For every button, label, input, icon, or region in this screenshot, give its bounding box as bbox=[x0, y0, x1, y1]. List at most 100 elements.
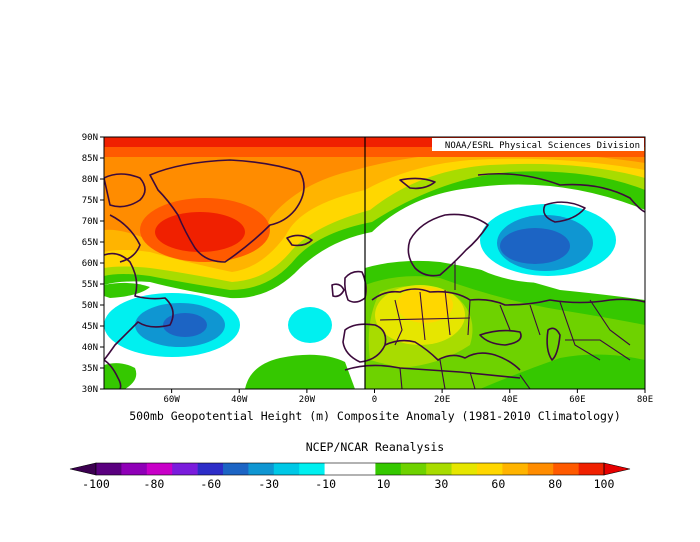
lat-label: 45N bbox=[82, 322, 98, 332]
credit-box bbox=[432, 138, 644, 151]
colorbar-tick-label: 60 bbox=[491, 477, 505, 491]
colorbar-swatch bbox=[299, 463, 325, 475]
border-9 bbox=[589, 299, 631, 346]
border-2 bbox=[419, 291, 426, 341]
colorbar-under-arrow bbox=[69, 462, 97, 476]
lon-label: 20E bbox=[434, 395, 450, 405]
field-title: 500mb Geopotential Height (m) Composite … bbox=[129, 409, 621, 423]
colorbar-tick-label: -100 bbox=[82, 477, 110, 491]
colorbar-swatch bbox=[248, 463, 275, 475]
colorbar-swatch bbox=[375, 463, 402, 475]
contour-100-greenland bbox=[155, 212, 245, 252]
colorbar-frame bbox=[95, 462, 605, 476]
source-label: NCEP/NCAR Reanalysis bbox=[306, 440, 444, 454]
lon-label: 60W bbox=[163, 395, 180, 405]
lat-label: 85N bbox=[82, 154, 98, 164]
map-panel: NOAA/ESRL Physical Sciences Division 90N… bbox=[82, 133, 653, 405]
colorbar-swatch bbox=[350, 463, 376, 475]
colorbar-swatch bbox=[527, 463, 554, 475]
colorbar-swatch bbox=[502, 463, 529, 475]
border-1 bbox=[394, 299, 403, 346]
lat-label: 75N bbox=[82, 196, 98, 206]
contour-newfoundland-40 bbox=[163, 313, 207, 337]
lat-label: 65N bbox=[82, 238, 98, 248]
colorbar-swatch bbox=[400, 463, 427, 475]
colorbar-swatch bbox=[477, 463, 503, 475]
lat-label: 80N bbox=[82, 175, 98, 185]
latitude-axis: 90N 85N 80N 75N 70N 65N 60N 55N 50N 45N 40N 35N 30N bbox=[82, 133, 104, 395]
colorbar-tick-label: -30 bbox=[258, 477, 279, 491]
lon-label: 0 bbox=[372, 395, 377, 405]
contour-russia-40 bbox=[500, 228, 570, 264]
colorbar-tick-label: -10 bbox=[315, 477, 336, 491]
colorbar-swatch bbox=[324, 463, 351, 475]
contour-subtropics-10b bbox=[245, 354, 355, 389]
coastline-greenland bbox=[149, 159, 305, 263]
coastline-north-africa bbox=[344, 364, 521, 379]
colorbar-swatch bbox=[273, 463, 300, 475]
lon-label: 20W bbox=[299, 395, 316, 405]
lat-label: 55N bbox=[82, 280, 98, 290]
colorbar-swatch bbox=[553, 463, 579, 475]
border-5 bbox=[379, 317, 471, 321]
credit-text: NOAA/ESRL Physical Sciences Division bbox=[445, 141, 640, 151]
colorbar-swatch bbox=[121, 463, 148, 475]
border-7 bbox=[529, 304, 541, 336]
colorbar-tick-label: 10 bbox=[377, 477, 391, 491]
coastline-canada-east bbox=[104, 252, 174, 361]
coastline-novaya-zemlya bbox=[542, 201, 586, 223]
colorbar-swatch bbox=[451, 463, 478, 475]
lat-label: 35N bbox=[82, 364, 98, 374]
border-6 bbox=[499, 304, 511, 331]
colorbar-swatch bbox=[172, 463, 198, 475]
coastline-scandinavia bbox=[407, 213, 489, 277]
lat-label: 70N bbox=[82, 217, 98, 227]
colorbar-tick-label: 30 bbox=[435, 477, 449, 491]
colorbar-over-arrow bbox=[603, 462, 631, 476]
lat-label: 30N bbox=[82, 385, 98, 395]
lat-label: 40N bbox=[82, 343, 98, 353]
lat-label: 60N bbox=[82, 259, 98, 269]
border-14 bbox=[565, 339, 631, 361]
colorbar-swatch bbox=[96, 463, 122, 475]
coastline-mediterranean-north bbox=[384, 339, 521, 371]
colorbar: -100 -80 -60 -30 -10 10 30 60 80 100 bbox=[69, 462, 631, 491]
country-borders bbox=[379, 262, 631, 389]
lat-label: 50N bbox=[82, 301, 98, 311]
colorbar-tick-label: 80 bbox=[548, 477, 562, 491]
colorbar-tick-label: -80 bbox=[144, 477, 165, 491]
coastline-canada-arctic bbox=[104, 173, 146, 208]
contour-north-pole-2 bbox=[104, 137, 645, 147]
coastline-labrador bbox=[109, 214, 141, 263]
coastline-europe-mainland bbox=[371, 288, 645, 306]
coastline-russia-arctic bbox=[477, 172, 645, 213]
colorbar-swatch bbox=[223, 463, 249, 475]
colorbar-swatch bbox=[146, 463, 173, 475]
border-13 bbox=[519, 374, 531, 389]
contour-subtropics-10 bbox=[104, 363, 137, 389]
coastline-iceland bbox=[286, 234, 313, 247]
coastline-ireland bbox=[331, 283, 345, 298]
colorbar-swatch bbox=[197, 463, 224, 475]
colorbar-swatch bbox=[426, 463, 452, 475]
contour-europe-70 bbox=[397, 287, 453, 323]
border-8 bbox=[559, 301, 601, 361]
border-3 bbox=[444, 289, 451, 336]
coastline-caspian bbox=[546, 327, 561, 361]
longitude-axis: 60W 40W 20W 0 20E 40E 60E 80E bbox=[163, 389, 653, 405]
lon-label: 80E bbox=[637, 395, 653, 405]
lon-label: 60E bbox=[569, 395, 585, 405]
lon-label: 40W bbox=[231, 395, 248, 405]
lon-label: 40E bbox=[502, 395, 518, 405]
coastline-svalbard bbox=[399, 177, 436, 190]
contour-midatlantic-20 bbox=[288, 307, 332, 343]
anomaly-field bbox=[104, 137, 645, 389]
colorbar-tick-label: 100 bbox=[594, 477, 615, 491]
coastline-us-east bbox=[104, 359, 122, 389]
colorbar-tick-label: -60 bbox=[200, 477, 221, 491]
lat-label: 90N bbox=[82, 133, 98, 143]
border-12 bbox=[469, 371, 476, 389]
coastline-black-sea bbox=[479, 329, 522, 346]
contour-subtropics-10c bbox=[104, 282, 150, 298]
